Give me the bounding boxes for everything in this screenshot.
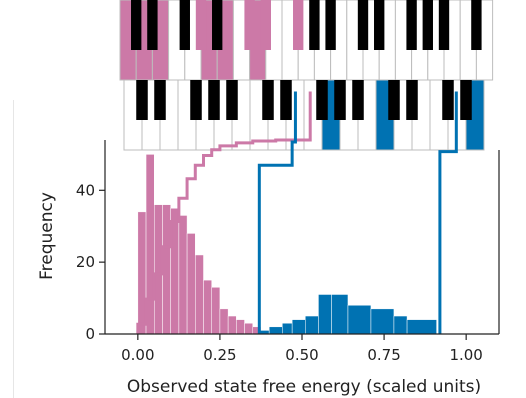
black-key <box>471 0 482 50</box>
black-key <box>406 80 418 120</box>
pink-histogram-bar <box>227 315 237 335</box>
black-key <box>388 80 400 120</box>
blue-histogram-bar <box>393 315 408 335</box>
blue-histogram-bar <box>406 319 437 335</box>
black-key <box>262 80 274 120</box>
y-tick-label: 0 <box>85 325 95 343</box>
cumulative-outlines <box>136 91 458 334</box>
black-key <box>179 0 190 50</box>
blue-histogram-bar <box>318 294 332 335</box>
x-tick-label: 0.50 <box>285 346 318 364</box>
black-key <box>154 80 166 120</box>
keyboard-top <box>119 0 494 81</box>
left-divider <box>13 100 14 398</box>
y-tick-label: 40 <box>76 181 95 199</box>
black-key <box>280 80 292 120</box>
black-key <box>406 0 417 50</box>
black-key <box>293 0 304 50</box>
black-key <box>316 80 328 120</box>
black-key <box>226 80 238 120</box>
black-key <box>460 80 472 120</box>
black-key <box>442 80 454 120</box>
histogram-bars <box>137 154 437 335</box>
pink-histogram-bar <box>211 287 221 335</box>
x-axis-label: Observed state free energy (scaled units… <box>127 377 481 397</box>
pink-cumulative-outline <box>136 91 312 334</box>
pink-histogram-bar <box>219 308 229 335</box>
blue-histogram-bar <box>282 322 293 335</box>
black-key <box>374 0 385 50</box>
pink-histogram-bar <box>244 322 254 335</box>
x-tick-label: 0.75 <box>367 346 400 364</box>
tick-labels: 0.00 0.25 0.50 0.75 1.00 0 20 40 <box>76 181 483 364</box>
black-key <box>208 80 220 120</box>
x-tick-label: 0.25 <box>203 346 236 364</box>
blue-histogram-bar <box>268 326 283 335</box>
blue-histogram-bar <box>331 294 349 335</box>
black-key <box>325 0 336 50</box>
black-key <box>357 0 369 50</box>
black-key <box>195 0 207 50</box>
black-key <box>131 0 142 50</box>
y-tick-label: 20 <box>76 253 95 271</box>
x-tick-label: 1.00 <box>449 346 482 364</box>
blue-cumulative-outline <box>257 91 297 334</box>
y-axis-label: Frequency <box>37 192 57 280</box>
black-key <box>334 80 346 120</box>
blue-cumulative-outline-2 <box>438 91 458 334</box>
black-key <box>260 0 271 50</box>
blue-histogram-bar <box>347 305 372 335</box>
black-key <box>422 0 433 50</box>
blue-histogram-bar <box>370 308 395 335</box>
pink-histogram-bar <box>186 233 196 335</box>
piano-keyboards <box>119 0 494 151</box>
black-key <box>212 0 223 50</box>
pink-histogram-bar <box>178 215 188 335</box>
blue-histogram-bar <box>305 315 319 335</box>
black-key <box>438 0 450 50</box>
keyboard-bottom <box>123 79 485 151</box>
black-key <box>190 80 202 120</box>
x-tick-label: 0.00 <box>121 346 154 364</box>
blue-histogram-bar <box>291 319 306 335</box>
pink-histogram-bar <box>195 254 204 335</box>
axes <box>99 140 500 340</box>
black-key <box>136 80 148 120</box>
black-key <box>352 80 364 120</box>
black-key <box>309 0 320 50</box>
pink-histogram-bar <box>203 279 212 335</box>
pink-histogram-bar <box>236 319 245 335</box>
black-key <box>147 0 158 50</box>
black-key <box>244 0 255 50</box>
